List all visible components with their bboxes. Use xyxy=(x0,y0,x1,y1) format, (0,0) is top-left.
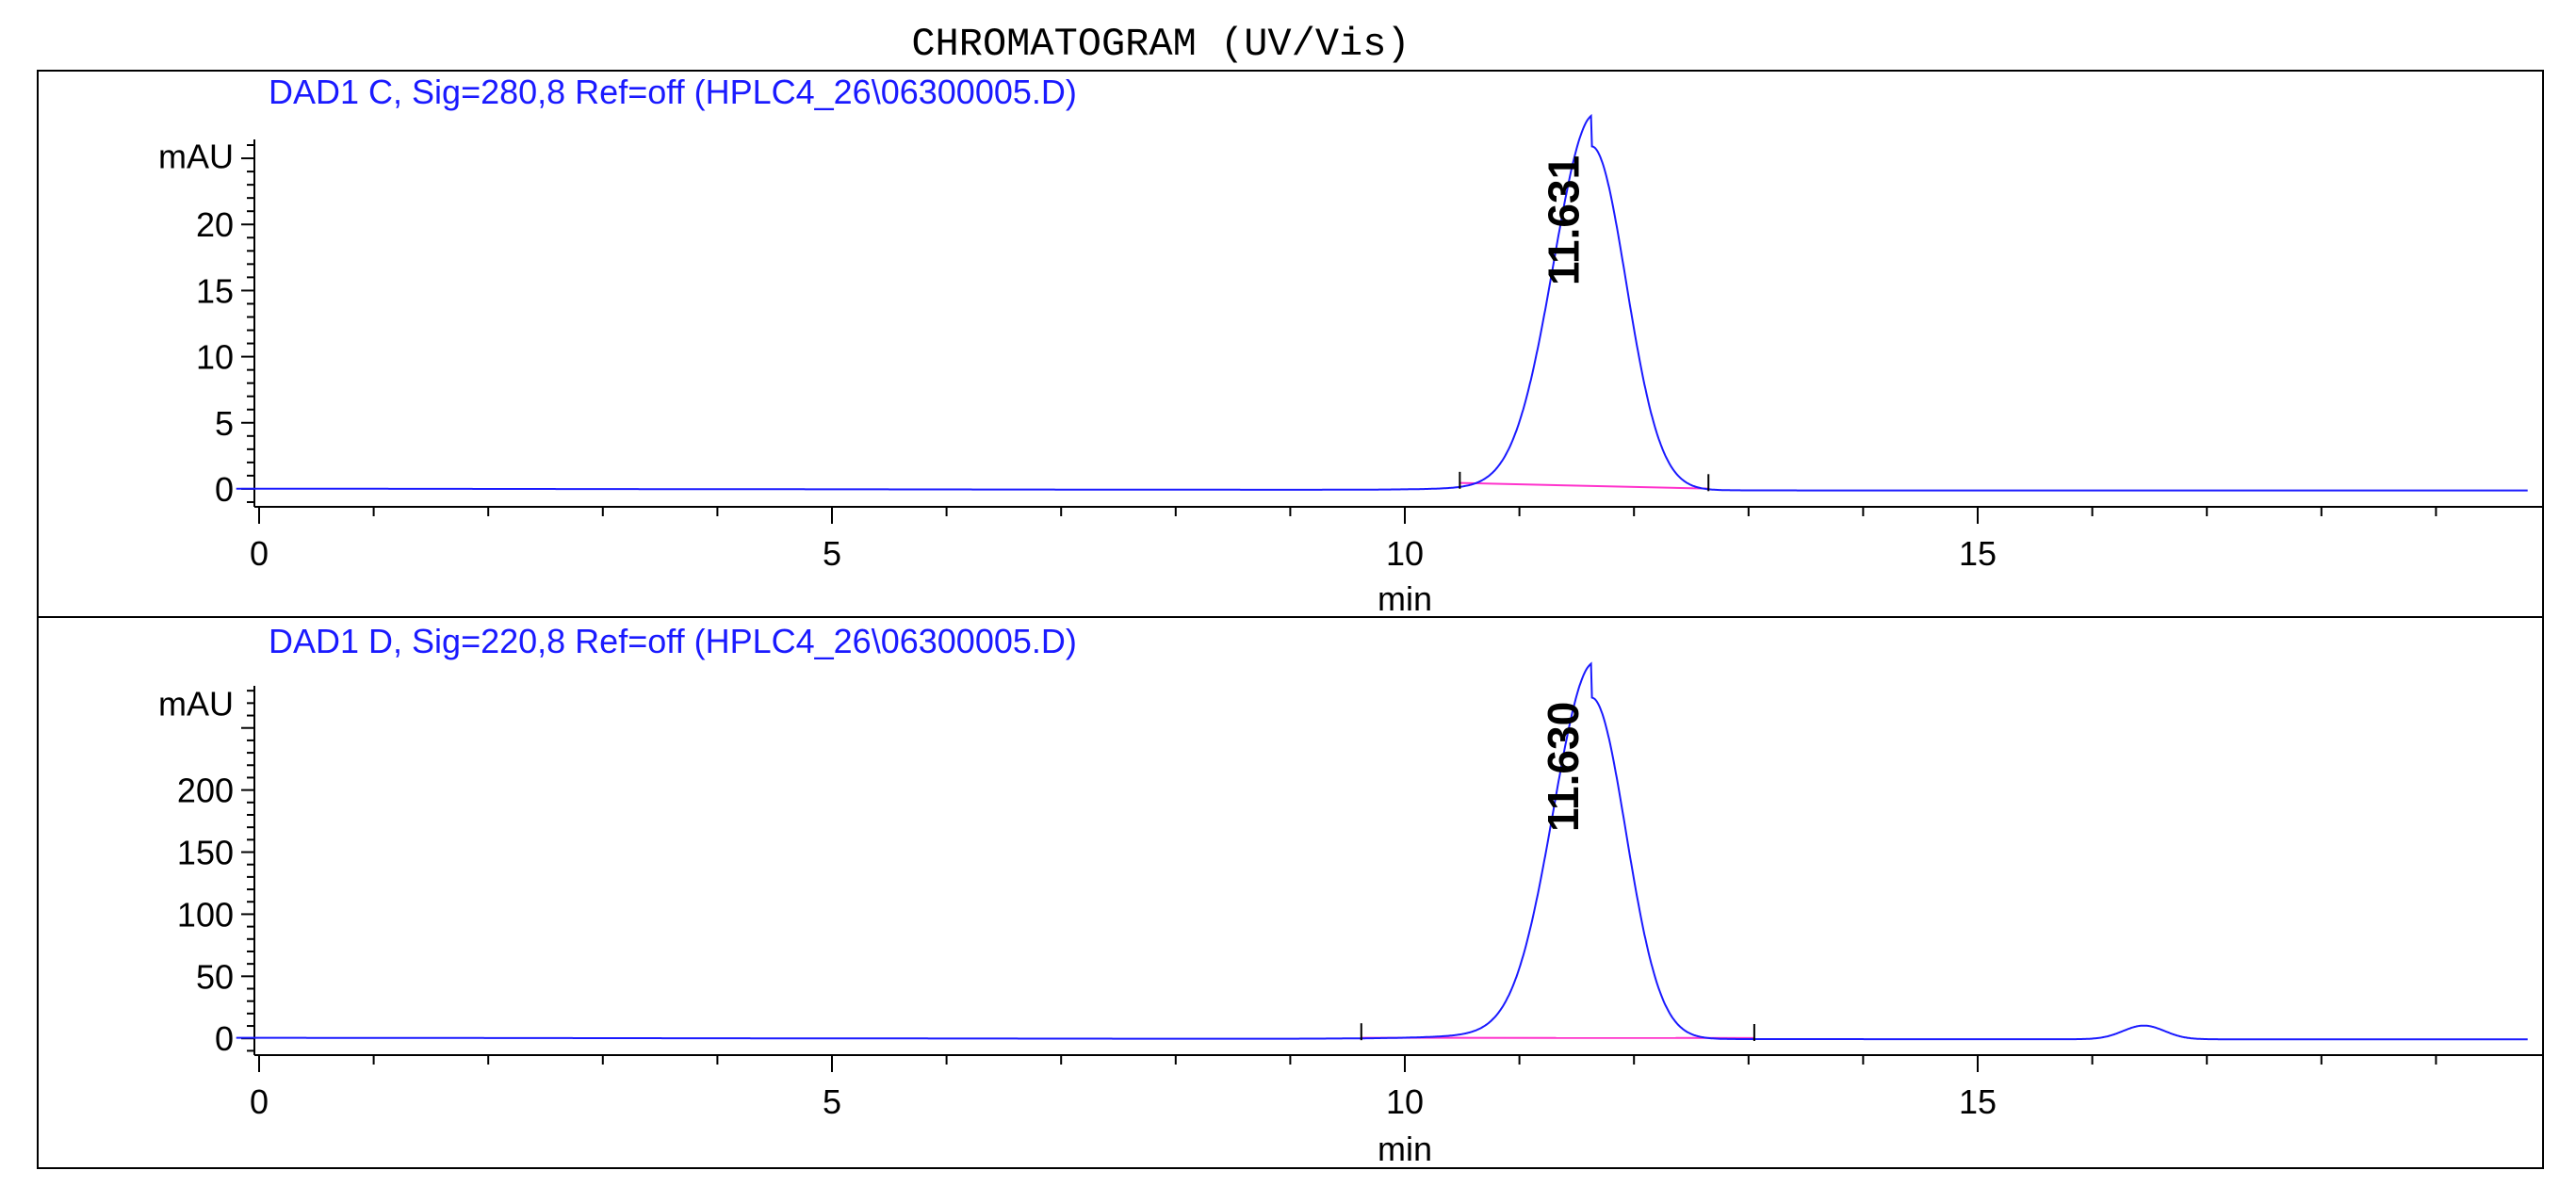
panel-frame xyxy=(37,70,2544,618)
panel-title: DAD1 C, Sig=280,8 Ref=off (HPLC4_26\0630… xyxy=(269,73,1077,111)
x-tick-label: 10 xyxy=(1386,534,1424,573)
y-tick-label: 100 xyxy=(177,895,234,934)
panel-frame xyxy=(37,616,2544,1169)
y-axis-label: mAU xyxy=(158,137,234,175)
y-tick-label: 0 xyxy=(215,1019,234,1058)
panel-title: DAD1 D, Sig=220,8 Ref=off (HPLC4_26\0630… xyxy=(269,622,1077,660)
x-axis-label: min xyxy=(1378,1130,1432,1168)
peak-label: 11.630 xyxy=(1539,702,1588,832)
signal-trace xyxy=(236,113,2528,492)
x-tick-label: 5 xyxy=(823,1082,841,1121)
y-tick-label: 200 xyxy=(177,772,234,810)
x-axis-label: min xyxy=(1378,579,1432,618)
x-tick-label: 5 xyxy=(823,534,841,573)
x-tick-label: 0 xyxy=(250,534,269,573)
integration-baseline xyxy=(1459,481,1709,490)
panel-signal-280: DAD1 C, Sig=280,8 Ref=off (HPLC4_26\0630… xyxy=(37,70,2544,618)
y-tick-label: 20 xyxy=(196,205,234,244)
x-tick-label: 10 xyxy=(1386,1082,1424,1121)
y-tick-label: 50 xyxy=(196,957,234,996)
y-tick-label: 5 xyxy=(215,404,234,443)
y-tick-label: 15 xyxy=(196,271,234,310)
y-tick-label: 0 xyxy=(215,470,234,509)
y-axis-label: mAU xyxy=(158,684,234,723)
peak-label: 11.631 xyxy=(1539,155,1588,285)
x-tick-label: 15 xyxy=(1959,1082,1997,1121)
panel-signal-220: DAD1 D, Sig=220,8 Ref=off (HPLC4_26\0630… xyxy=(37,616,2544,1169)
y-tick-label: 10 xyxy=(196,338,234,377)
chart-title: CHROMATOGRAM (UV/Vis) xyxy=(911,22,1410,67)
y-tick-label: 150 xyxy=(177,834,234,872)
x-tick-label: 15 xyxy=(1959,534,1997,573)
x-tick-label: 0 xyxy=(250,1082,269,1121)
signal-trace xyxy=(236,661,2528,1041)
